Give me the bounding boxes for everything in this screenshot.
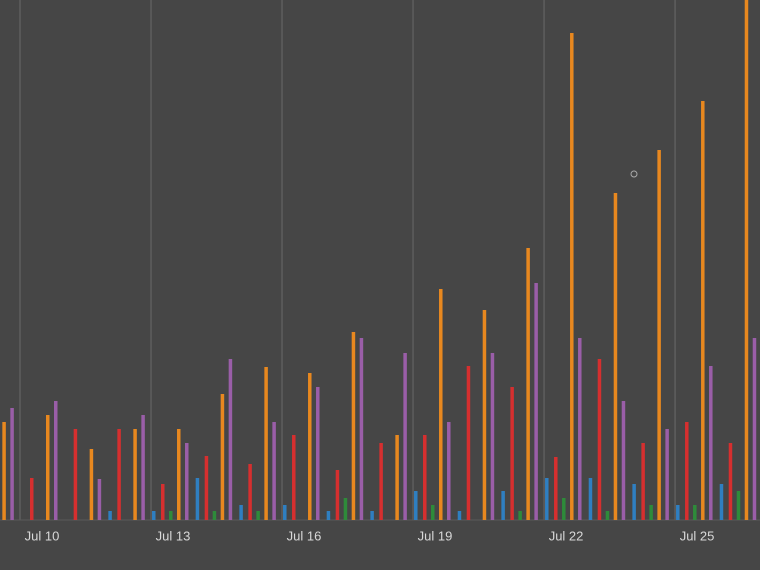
bar [447, 422, 451, 520]
bar [73, 429, 78, 520]
bar [431, 505, 435, 520]
bar [676, 505, 680, 520]
bar [89, 449, 94, 520]
bar [359, 338, 364, 520]
bar [728, 443, 733, 520]
bar [736, 491, 741, 520]
bar [292, 435, 296, 520]
bar [335, 470, 340, 520]
bar [719, 484, 724, 520]
bar [133, 429, 137, 520]
bar [10, 408, 14, 520]
bar [152, 511, 156, 520]
bar [316, 387, 320, 520]
bar [613, 193, 618, 520]
bar [490, 353, 495, 520]
bar [239, 505, 243, 520]
bar [326, 511, 331, 520]
bar [578, 338, 582, 520]
x-tick-label: Jul 10 [25, 528, 60, 543]
bar [343, 498, 348, 520]
bar [220, 394, 225, 520]
bar [403, 353, 407, 520]
x-tick-label: Jul 13 [156, 528, 191, 543]
x-tick-label: Jul 25 [680, 528, 715, 543]
bar [161, 484, 165, 520]
bar [534, 283, 538, 520]
bar [248, 464, 252, 520]
bar [97, 479, 102, 520]
bar [665, 429, 669, 520]
bar [46, 415, 50, 520]
bar [752, 338, 757, 520]
bar [395, 435, 399, 520]
bar [212, 511, 217, 520]
bar [657, 150, 661, 520]
bar [588, 478, 593, 520]
x-tick-label: Jul 16 [287, 528, 322, 543]
bar [466, 366, 471, 520]
bar [439, 289, 443, 520]
bar [256, 511, 260, 520]
bar [264, 367, 268, 520]
bar [545, 478, 549, 520]
x-tick-label: Jul 22 [549, 528, 584, 543]
bar [141, 415, 145, 520]
bar [370, 511, 374, 520]
bar [709, 366, 713, 520]
bar [351, 332, 356, 520]
bar [177, 429, 181, 520]
bar [632, 484, 636, 520]
bar [379, 443, 383, 520]
bar [169, 511, 173, 520]
bar [554, 457, 558, 520]
bar [641, 443, 645, 520]
bar [685, 422, 689, 520]
x-tick-label: Jul 19 [418, 528, 453, 543]
bar [605, 511, 610, 520]
bar [195, 478, 200, 520]
bar [562, 498, 566, 520]
bar [526, 248, 530, 520]
bar [30, 478, 34, 520]
bar [272, 422, 276, 520]
bar [570, 33, 574, 520]
bar [108, 511, 112, 520]
bar [457, 511, 462, 520]
bar [204, 456, 209, 520]
bar [701, 101, 705, 520]
bar [649, 505, 653, 520]
bar [185, 443, 189, 520]
bar [283, 505, 287, 520]
bar [510, 387, 514, 520]
bar [597, 359, 602, 520]
cursor-marker [630, 170, 638, 178]
bar [228, 359, 233, 520]
bar [518, 511, 522, 520]
bar [482, 310, 487, 520]
bar [423, 435, 427, 520]
bar [621, 401, 626, 520]
bar [414, 491, 418, 520]
bar [501, 491, 505, 520]
bar [2, 422, 6, 520]
bar [117, 429, 121, 520]
bar [54, 401, 58, 520]
bar [744, 0, 749, 520]
bar [693, 505, 697, 520]
bar [308, 373, 312, 520]
